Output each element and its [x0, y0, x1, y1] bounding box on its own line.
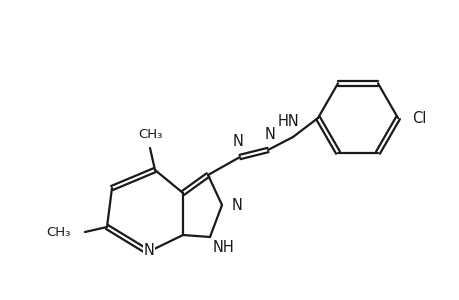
Text: CH₃: CH₃	[138, 128, 162, 141]
Text: N: N	[232, 134, 243, 149]
Text: CH₃: CH₃	[46, 226, 71, 238]
Text: N: N	[264, 127, 275, 142]
Text: HN: HN	[278, 114, 299, 129]
Text: N: N	[231, 197, 242, 212]
Text: N: N	[143, 244, 154, 259]
Text: NH: NH	[213, 240, 234, 255]
Text: Cl: Cl	[411, 110, 425, 125]
